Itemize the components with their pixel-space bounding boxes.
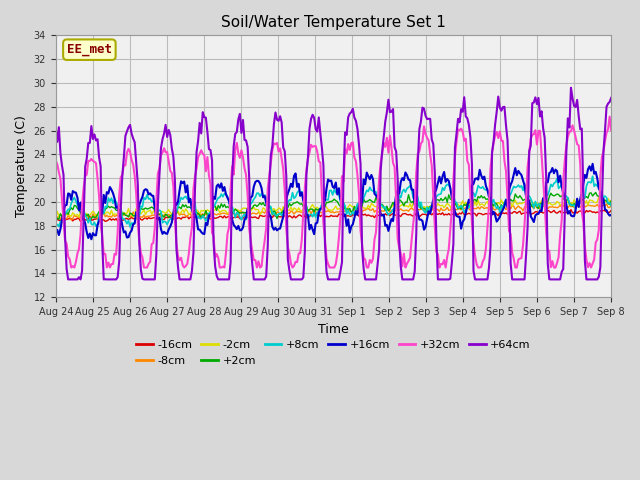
-8cm <box>607 202 615 207</box>
+32cm <box>122 163 129 168</box>
-2cm <box>296 207 304 213</box>
-2cm <box>219 207 227 213</box>
-2cm <box>247 208 255 214</box>
+16cm <box>578 189 586 195</box>
-16cm <box>296 212 304 218</box>
+8cm <box>52 223 60 228</box>
+16cm <box>52 230 60 236</box>
+64cm <box>122 133 129 139</box>
+64cm <box>567 85 575 91</box>
-8cm <box>578 204 586 209</box>
-16cm <box>579 210 587 216</box>
+8cm <box>607 203 615 209</box>
+32cm <box>237 147 245 153</box>
+16cm <box>237 227 245 233</box>
+64cm <box>607 95 615 101</box>
+8cm <box>126 224 134 230</box>
-8cm <box>122 213 129 218</box>
+2cm <box>218 201 225 206</box>
-8cm <box>603 201 611 207</box>
Line: +16cm: +16cm <box>56 164 611 239</box>
+64cm <box>579 188 587 193</box>
Line: +2cm: +2cm <box>56 192 611 220</box>
+2cm <box>245 207 253 213</box>
+2cm <box>52 217 60 223</box>
-8cm <box>296 209 304 215</box>
-2cm <box>607 197 615 203</box>
+8cm <box>219 194 227 200</box>
Y-axis label: Temperature (C): Temperature (C) <box>15 115 28 217</box>
-16cm <box>607 207 615 213</box>
-8cm <box>67 217 75 223</box>
+16cm <box>219 188 227 194</box>
+2cm <box>577 199 584 204</box>
+2cm <box>295 200 303 206</box>
+64cm <box>237 130 245 136</box>
Text: EE_met: EE_met <box>67 43 112 56</box>
+16cm <box>607 212 615 218</box>
-2cm <box>237 207 245 213</box>
+16cm <box>88 236 95 242</box>
Line: +8cm: +8cm <box>56 176 611 227</box>
+32cm <box>247 238 255 243</box>
X-axis label: Time: Time <box>318 323 349 336</box>
+16cm <box>122 228 129 234</box>
+16cm <box>296 193 304 199</box>
+8cm <box>120 216 128 221</box>
+32cm <box>606 114 614 120</box>
Title: Soil/Water Temperature Set 1: Soil/Water Temperature Set 1 <box>221 15 446 30</box>
+16cm <box>247 194 255 200</box>
+64cm <box>296 276 304 282</box>
-2cm <box>60 215 67 220</box>
+32cm <box>219 264 227 269</box>
-16cm <box>237 216 245 222</box>
+32cm <box>578 209 586 215</box>
+8cm <box>247 201 255 206</box>
-2cm <box>595 194 603 200</box>
-8cm <box>219 210 227 216</box>
Line: -16cm: -16cm <box>56 210 611 221</box>
+2cm <box>592 190 600 195</box>
+16cm <box>589 161 596 167</box>
-16cm <box>567 207 575 213</box>
-2cm <box>122 211 129 216</box>
+2cm <box>607 198 615 204</box>
Line: -2cm: -2cm <box>56 197 611 217</box>
-8cm <box>52 214 60 220</box>
+64cm <box>52 125 60 131</box>
-16cm <box>77 218 84 224</box>
Legend: -16cm, -8cm, -2cm, +2cm, +8cm, +16cm, +32cm, +64cm: -16cm, -8cm, -2cm, +2cm, +8cm, +16cm, +3… <box>132 336 535 370</box>
+64cm <box>64 276 72 282</box>
Line: -8cm: -8cm <box>56 204 611 220</box>
-16cm <box>52 217 60 223</box>
+8cm <box>237 217 245 223</box>
+32cm <box>67 264 75 270</box>
+2cm <box>236 210 244 216</box>
Line: +32cm: +32cm <box>56 117 611 267</box>
-16cm <box>122 216 129 221</box>
-16cm <box>247 214 255 220</box>
+8cm <box>296 190 304 195</box>
+64cm <box>247 244 255 250</box>
-2cm <box>52 214 60 219</box>
-2cm <box>578 198 586 204</box>
-8cm <box>237 209 245 215</box>
+8cm <box>589 173 596 179</box>
Line: +64cm: +64cm <box>56 88 611 279</box>
-8cm <box>247 212 255 217</box>
+64cm <box>219 276 227 282</box>
+8cm <box>578 192 586 197</box>
+2cm <box>120 210 128 216</box>
+32cm <box>607 127 615 133</box>
+32cm <box>52 158 60 164</box>
-16cm <box>219 215 227 221</box>
+32cm <box>296 250 304 256</box>
